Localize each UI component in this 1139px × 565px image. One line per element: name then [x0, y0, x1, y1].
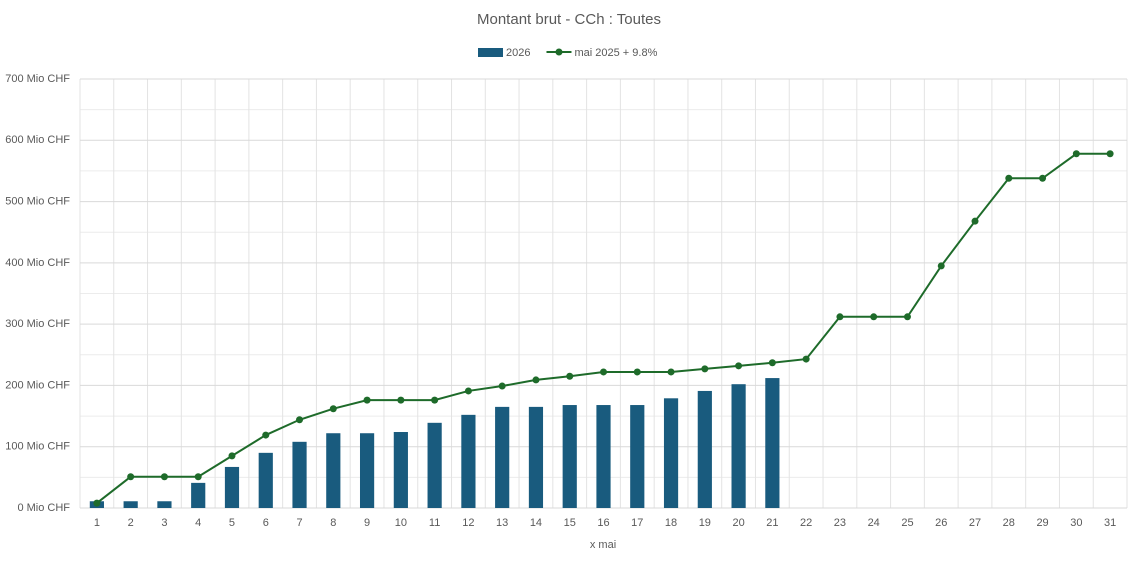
- x-tick-label: 12: [462, 517, 474, 529]
- line-marker: [633, 368, 641, 376]
- x-tick-label: 13: [496, 517, 508, 529]
- x-tick-label: 6: [263, 517, 269, 529]
- legend-swatch: [555, 48, 563, 56]
- x-tick-label: 29: [1036, 517, 1048, 529]
- line-marker: [93, 499, 101, 507]
- x-tick-label: 9: [364, 517, 370, 529]
- line-marker: [431, 396, 439, 404]
- bar: [224, 466, 240, 508]
- line-marker: [228, 452, 236, 460]
- line-marker: [498, 382, 506, 390]
- y-tick-label: 700 Mio CHF: [5, 73, 70, 85]
- x-tick-label: 2: [128, 517, 134, 529]
- x-tick-label: 25: [901, 517, 913, 529]
- x-tick-label: 1: [94, 517, 100, 529]
- x-tick-label: 22: [800, 517, 812, 529]
- line-marker: [1106, 150, 1114, 158]
- y-tick-label: 300 Mio CHF: [5, 318, 70, 330]
- bar: [562, 405, 577, 508]
- line-marker: [701, 365, 709, 373]
- x-tick-label: 30: [1070, 517, 1082, 529]
- x-tick-label: 27: [969, 517, 981, 529]
- line-marker: [397, 396, 405, 404]
- bar: [596, 405, 611, 508]
- line-marker: [870, 313, 878, 321]
- x-tick-label: 8: [330, 517, 336, 529]
- x-tick-label: 15: [564, 517, 576, 529]
- bar: [427, 422, 442, 508]
- line-marker: [194, 473, 202, 481]
- x-tick-label: 14: [530, 517, 542, 529]
- x-tick-label: 24: [868, 517, 880, 529]
- x-axis-title: x mai: [590, 539, 616, 551]
- line-marker: [296, 416, 304, 424]
- bar: [123, 501, 138, 508]
- x-tick-label: 26: [935, 517, 947, 529]
- line-marker: [903, 313, 911, 321]
- line-marker: [667, 368, 675, 376]
- line-marker: [735, 362, 743, 370]
- line-marker: [127, 473, 135, 481]
- x-tick-label: 7: [296, 517, 302, 529]
- y-tick-label: 600 Mio CHF: [5, 134, 70, 146]
- bar: [495, 406, 510, 508]
- bar: [359, 433, 375, 508]
- bar: [765, 378, 780, 508]
- x-tick-label: 4: [195, 517, 201, 529]
- bar: [663, 398, 679, 508]
- line-marker: [971, 217, 979, 225]
- bar: [326, 433, 341, 508]
- line-marker: [363, 396, 371, 404]
- x-tick-label: 5: [229, 517, 235, 529]
- line-marker: [1039, 174, 1047, 182]
- bar: [697, 390, 712, 508]
- chart-title: Montant brut - CCh : Toutes: [477, 11, 661, 28]
- y-tick-label: 200 Mio CHF: [5, 379, 70, 391]
- bar: [630, 405, 645, 508]
- line-marker: [768, 359, 776, 367]
- x-tick-label: 11: [429, 517, 440, 529]
- x-tick-label: 23: [834, 517, 846, 529]
- x-tick-label: 20: [732, 517, 744, 529]
- line-marker: [532, 376, 540, 384]
- line-marker: [566, 372, 574, 380]
- y-tick-label: 500 Mio CHF: [5, 195, 70, 207]
- line-marker: [802, 355, 810, 363]
- line-marker: [262, 431, 270, 439]
- line-marker: [1072, 150, 1080, 158]
- x-tick-label: 10: [395, 517, 407, 529]
- x-tick-label: 17: [631, 517, 643, 529]
- bar: [461, 414, 476, 508]
- y-tick-label: 400 Mio CHF: [5, 257, 70, 269]
- x-tick-label: 18: [665, 517, 677, 529]
- legend-swatch: [478, 48, 503, 57]
- line-marker: [1005, 174, 1013, 182]
- x-tick-label: 19: [699, 517, 711, 529]
- bar: [258, 452, 273, 508]
- bar: [528, 406, 544, 508]
- y-tick-label: 0 Mio CHF: [17, 502, 70, 514]
- bar: [292, 441, 307, 508]
- x-tick-label: 28: [1003, 517, 1015, 529]
- line-marker: [329, 405, 337, 413]
- bar: [731, 384, 746, 508]
- line-marker: [160, 473, 168, 481]
- line-marker: [836, 313, 844, 321]
- line-marker: [937, 262, 945, 270]
- line-marker: [464, 387, 472, 395]
- line-marker: [600, 368, 607, 376]
- x-tick-label: 16: [597, 517, 609, 529]
- bar: [191, 482, 206, 508]
- x-tick-label: 31: [1104, 517, 1116, 529]
- x-tick-label: 3: [161, 517, 167, 529]
- legend-label: mai 2025 + 9.8%: [574, 47, 657, 59]
- legend-label: 2026: [506, 47, 530, 59]
- bar: [157, 501, 172, 508]
- y-tick-label: 100 Mio CHF: [5, 441, 70, 453]
- x-tick-label: 21: [766, 517, 778, 529]
- bar: [393, 432, 408, 508]
